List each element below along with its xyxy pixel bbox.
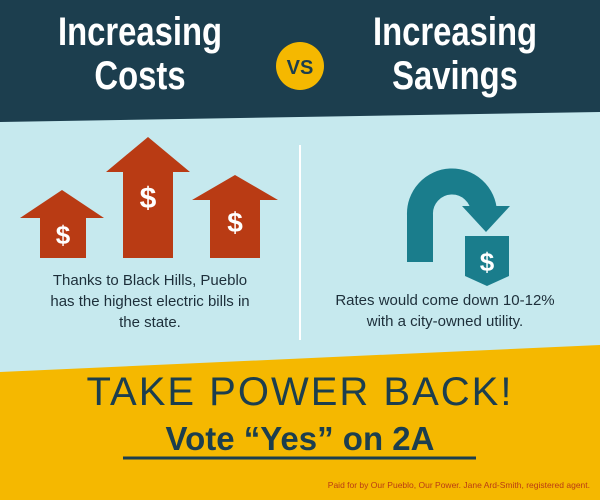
slogan: TAKE POWER BACK! [86, 370, 514, 414]
right-title: Increasing Savings [365, 10, 545, 98]
title-line: Increasing [372, 10, 538, 54]
currency-icons: $ $ $ $ [56, 182, 495, 277]
title-line: Savings [392, 54, 518, 98]
title-line: Costs [94, 54, 186, 98]
dollar-sign: $ [227, 207, 243, 238]
u-turn-head [462, 206, 510, 232]
arrow-tall [106, 137, 190, 258]
arrow-small [20, 190, 104, 258]
dollar-sign: $ [480, 247, 495, 277]
u-turn-arrow [406, 168, 497, 262]
dollar-sign: $ [140, 182, 157, 215]
right-caption: Rates would come down 10-12% with a city… [335, 292, 555, 330]
bottom-band [0, 345, 600, 500]
vs-badge [276, 42, 324, 90]
left-caption: Thanks to Black Hills, Pueblo has the hi… [50, 272, 250, 331]
arrow-medium [192, 175, 278, 258]
left-title: Increasing Costs [50, 10, 230, 98]
title-line: Increasing [57, 10, 223, 54]
savings-tag [465, 236, 509, 286]
cost-arrows [20, 137, 278, 258]
dollar-sign: $ [56, 220, 71, 250]
disclaimer: Paid for by Our Pueblo, Our Power. Jane … [327, 480, 590, 490]
call-to-action: Vote “Yes” on 2A [165, 420, 435, 457]
versus: VS [287, 57, 314, 79]
